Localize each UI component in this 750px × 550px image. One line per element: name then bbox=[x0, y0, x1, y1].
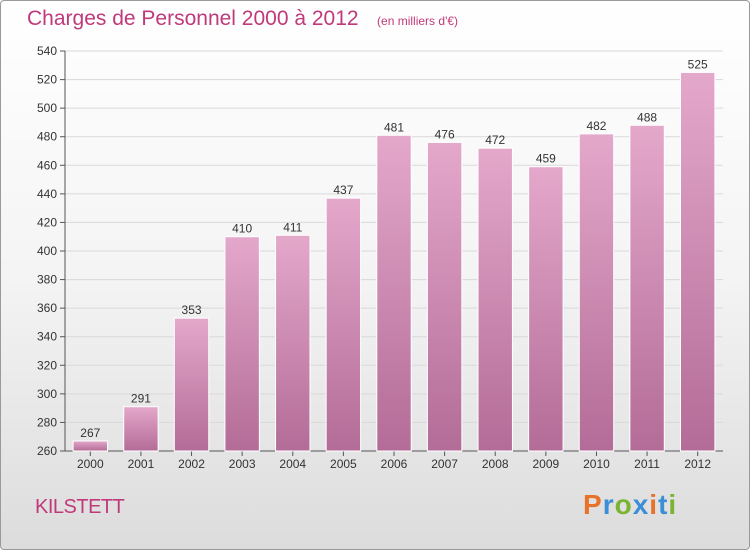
bar-2009 bbox=[528, 166, 564, 452]
logo-letter: x bbox=[632, 489, 650, 520]
y-tick-label: 280 bbox=[37, 415, 57, 429]
bar-2001 bbox=[123, 406, 159, 452]
y-tick-label: 380 bbox=[37, 273, 57, 287]
x-tick-label-2005: 2005 bbox=[330, 457, 357, 471]
bar-2012 bbox=[679, 71, 716, 452]
bar-2010 bbox=[578, 133, 615, 452]
chart-subtitle: (en milliers d'€) bbox=[377, 14, 459, 28]
logo-letter: r bbox=[602, 489, 615, 520]
y-tick-label: 420 bbox=[37, 215, 57, 229]
y-tick-label: 500 bbox=[37, 101, 57, 115]
value-label-2008: 472 bbox=[485, 133, 505, 147]
logo-letter: i bbox=[649, 489, 659, 520]
place-name: KILSTETT bbox=[35, 496, 125, 518]
y-tick-label: 480 bbox=[37, 130, 57, 144]
value-label-2012: 525 bbox=[688, 57, 708, 71]
logo-letter: o bbox=[614, 489, 633, 520]
bar-2003 bbox=[224, 236, 260, 452]
bar-2002 bbox=[173, 317, 210, 452]
y-tick-label: 260 bbox=[37, 444, 57, 458]
value-label-2009: 459 bbox=[536, 152, 556, 166]
x-tick-label-2006: 2006 bbox=[381, 457, 408, 471]
x-tick-label-2012: 2012 bbox=[684, 457, 711, 471]
y-tick-label: 440 bbox=[37, 187, 57, 201]
value-label-2007: 476 bbox=[435, 127, 455, 141]
bar-2011 bbox=[629, 124, 665, 452]
y-tick-label: 540 bbox=[37, 44, 57, 58]
y-tick-label: 520 bbox=[37, 73, 57, 87]
logo-letter: i bbox=[668, 489, 678, 520]
value-label-2011: 488 bbox=[637, 110, 657, 124]
value-label-2006: 481 bbox=[384, 120, 404, 134]
x-tick-label-2009: 2009 bbox=[532, 457, 559, 471]
bar-2008 bbox=[477, 147, 513, 452]
bar-2000 bbox=[72, 440, 109, 452]
value-label-2010: 482 bbox=[586, 119, 606, 133]
y-tick-label: 360 bbox=[37, 301, 57, 315]
logo-letter: t bbox=[658, 489, 669, 520]
value-label-2005: 437 bbox=[333, 183, 353, 197]
logo-letter: P bbox=[583, 489, 603, 520]
y-tick-label: 400 bbox=[37, 244, 57, 258]
y-tick-label: 320 bbox=[37, 358, 57, 372]
y-tick-label: 460 bbox=[37, 158, 57, 172]
title-row: Charges de Personnel 2000 à 2012 (en mil… bbox=[27, 7, 458, 31]
bar-2004 bbox=[275, 234, 311, 452]
x-tick-label-2000: 2000 bbox=[77, 457, 104, 471]
y-tick-label: 340 bbox=[37, 330, 57, 344]
x-tick-label-2001: 2001 bbox=[128, 457, 155, 471]
data-labels: 267 291 353 410 411 437 481 476 472 459 482 488 525 bbox=[80, 57, 708, 440]
x-tick-label-2007: 2007 bbox=[431, 457, 458, 471]
x-tick-label-2002: 2002 bbox=[178, 457, 205, 471]
value-label-2001: 291 bbox=[131, 392, 151, 406]
x-tick-label-2008: 2008 bbox=[482, 457, 509, 471]
x-tick-label-2010: 2010 bbox=[583, 457, 610, 471]
y-tick-label: 300 bbox=[37, 387, 57, 401]
bar-2006 bbox=[376, 134, 412, 452]
bar-2005 bbox=[325, 197, 362, 452]
x-tick-label-2011: 2011 bbox=[634, 457, 660, 471]
bar-2007 bbox=[426, 141, 463, 452]
proxiti-logo[interactable]: Proxiti bbox=[583, 489, 677, 521]
value-label-2002: 353 bbox=[182, 303, 202, 317]
bars bbox=[72, 71, 716, 452]
value-label-2000: 267 bbox=[80, 426, 100, 440]
x-tick-label-2004: 2004 bbox=[279, 457, 306, 471]
x-tick-label-2003: 2003 bbox=[229, 457, 256, 471]
value-label-2003: 410 bbox=[232, 222, 252, 236]
value-label-2004: 411 bbox=[283, 220, 302, 234]
chart-title: Charges de Personnel 2000 à 2012 bbox=[27, 7, 359, 30]
